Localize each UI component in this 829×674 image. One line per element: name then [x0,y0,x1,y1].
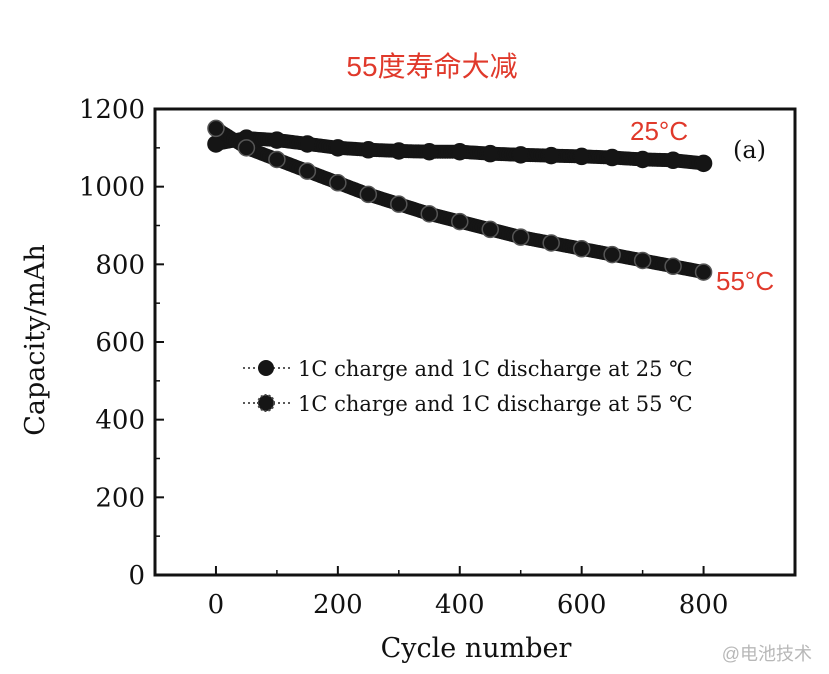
legend-label-25c: 1C charge and 1C discharge at 25 ℃ [298,357,693,381]
point-25c [420,142,439,161]
annotation-55c: 55°C [716,266,774,296]
y-tick-label: 1200 [79,95,145,125]
point-55c [633,251,652,270]
y-tick-label: 600 [95,328,145,358]
y-axis-label: Capacity/mAh [20,244,51,436]
y-tick-label: 0 [128,561,145,591]
y-tick-label: 800 [95,250,145,280]
point-55c [511,228,530,246]
point-25c [633,150,652,169]
point-55c [237,139,256,157]
point-25c [298,135,317,153]
legend-marker-55c [257,394,275,412]
legend-marker-25c [258,360,274,376]
point-55c [329,174,347,192]
point-55c [359,185,378,204]
point-55c [451,212,469,231]
legend: 1C charge and 1C discharge at 25 ℃ 1C ch… [243,357,693,416]
point-55c [268,150,286,169]
point-55c [542,234,560,252]
point-25c [329,139,347,157]
point-55c [603,245,621,264]
x-tick-label: 800 [679,590,729,620]
x-axis-label: Cycle number [381,633,572,664]
chart-title: 55度寿命大减 [346,51,517,82]
point-55c [207,119,225,138]
x-tick-label: 0 [208,590,225,620]
point-55c [572,240,591,258]
point-25c [694,154,713,173]
point-55c [664,257,682,276]
point-25c [451,142,469,161]
x-tick-label: 200 [313,590,363,620]
point-25c [359,141,378,159]
watermark: @电池技术 [722,644,812,664]
point-55c [420,205,439,223]
point-55c [390,195,408,213]
point-55c [481,220,499,239]
point-55c [694,263,713,281]
x-tick-label: 600 [557,590,607,620]
point-25c [390,142,408,160]
legend-label-55c: 1C charge and 1C discharge at 55 ℃ [298,392,693,416]
point-25c [603,148,621,167]
annotation-25c: 25°C [630,116,688,146]
y-tick-label: 1000 [79,173,145,203]
point-25c [572,147,591,166]
y-tick-label: 200 [95,483,145,513]
point-25c [664,151,682,170]
point-25c [268,131,286,149]
panel-label: (a) [733,136,766,164]
point-25c [511,146,530,164]
point-25c [542,146,560,165]
point-55c [298,162,317,180]
point-25c [481,144,499,163]
y-tick-label: 400 [95,406,145,436]
x-tick-label: 400 [435,590,485,620]
plot-area: 0 200 400 600 800 1000 1200 0 200 400 600 800 [79,95,797,620]
